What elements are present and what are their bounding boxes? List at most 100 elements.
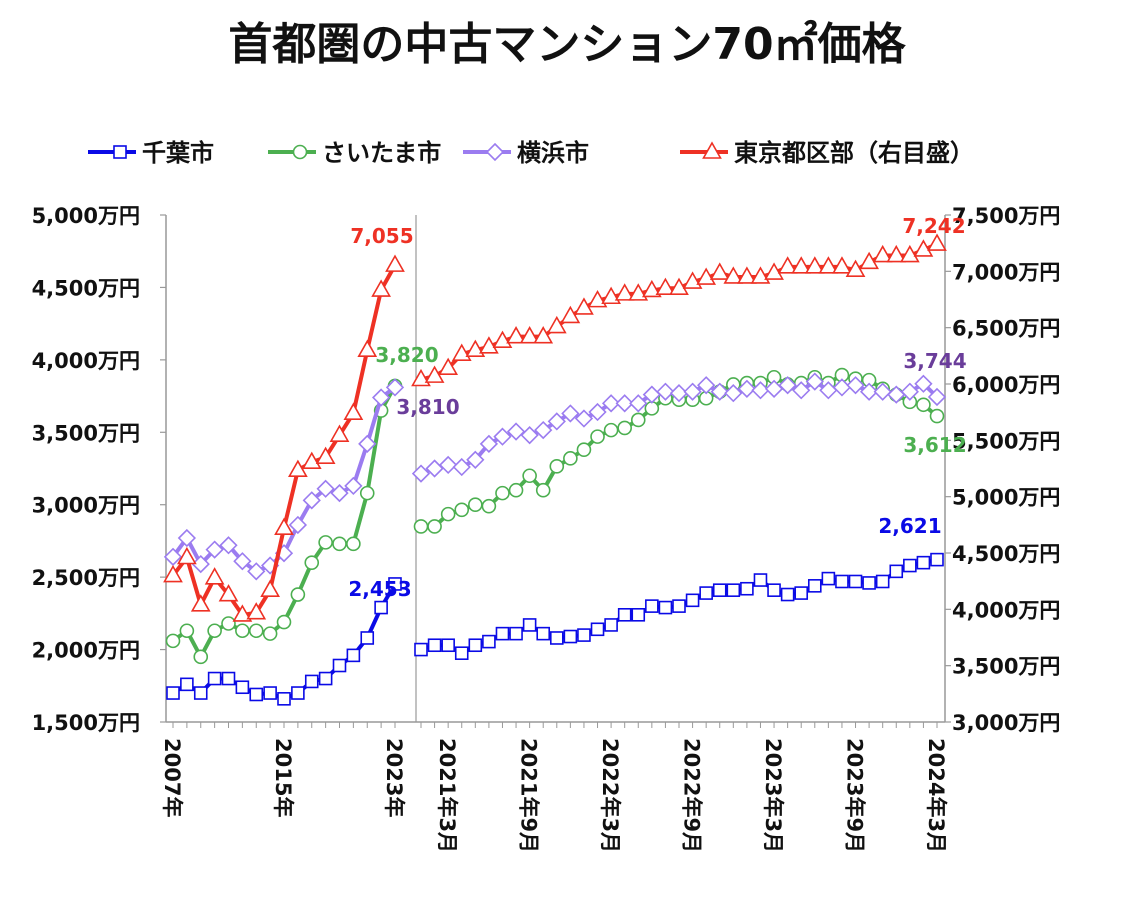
right-tick-label: 6,000万円 <box>952 373 1060 397</box>
series-triangle-point <box>628 283 649 301</box>
series-square-point <box>685 593 700 608</box>
right-tick-label: 5,500万円 <box>952 429 1060 453</box>
series-diamond-point <box>900 382 919 401</box>
series-triangle-point <box>533 326 554 344</box>
left-tick-label: 3,500万円 <box>32 421 140 445</box>
series-diamond-point <box>466 450 485 469</box>
series-diamond-point <box>805 372 824 391</box>
series-square-point <box>645 599 659 613</box>
series-circle-point <box>413 519 429 534</box>
series-square-point <box>454 646 469 660</box>
series-circle-point <box>359 485 375 501</box>
series-square-point <box>604 618 618 632</box>
series-circle-point <box>481 498 497 514</box>
series-diamond-point <box>764 379 784 398</box>
series-diamond-point <box>887 385 906 404</box>
series-square-point <box>318 671 333 686</box>
series-diamond-point <box>601 394 621 413</box>
series-square-point <box>249 687 264 702</box>
right-tick-label: 6,500万円 <box>952 317 1060 341</box>
series-circle-point <box>346 536 361 552</box>
series-square-point <box>536 626 551 641</box>
series-square-point <box>207 671 222 686</box>
series-square-point <box>848 574 863 589</box>
legend-item: 東京都区部（右目盛） <box>680 139 974 167</box>
series-square-point <box>563 629 578 644</box>
series-square-point <box>193 686 208 700</box>
series-diamond-line-annual <box>171 385 397 574</box>
series-triangle-point <box>411 368 431 387</box>
series-diamond-point <box>683 382 702 401</box>
series-diamond-point <box>737 379 757 398</box>
series-triangle-point <box>385 254 405 272</box>
series-triangle-point <box>587 290 608 308</box>
series-circle-point <box>179 623 195 639</box>
series-diamond-point <box>534 420 553 440</box>
series-diamond-point <box>191 554 210 574</box>
series-circle-point <box>508 482 524 498</box>
series-circle-point <box>427 519 442 534</box>
series-triangle-point <box>232 604 253 622</box>
left-tick-label: 4,500万円 <box>32 276 140 300</box>
right-tick-label: 3,500万円 <box>952 655 1060 679</box>
series-circle-point <box>644 401 660 416</box>
series-circle-point <box>304 555 320 570</box>
x-tick-label: 2023年3月 <box>761 738 785 853</box>
legend-label: 横浜市 <box>517 139 589 167</box>
series-square-point <box>235 680 250 695</box>
series-square-point <box>875 574 890 589</box>
series-square-point <box>726 583 741 597</box>
series-triangle-point <box>614 283 635 301</box>
series-diamond-point <box>177 528 197 548</box>
series-triangle-line-monthly <box>420 242 938 382</box>
left-tick-label: 5,000万円 <box>32 204 140 228</box>
series-triangle-point <box>260 579 280 597</box>
legend-label: 千葉市 <box>142 139 214 167</box>
series-square-point <box>577 628 591 642</box>
series-triangle-point <box>371 279 391 297</box>
series-diamond-point <box>724 384 743 403</box>
left-tick-label: 1,500万円 <box>32 711 140 735</box>
right-tick-label: 7,000万円 <box>952 260 1060 284</box>
series-diamond-point <box>656 382 675 401</box>
left-tick-label: 4,000万円 <box>32 349 140 373</box>
series-circle-point <box>576 442 592 457</box>
right-tick-label: 4,000万円 <box>952 598 1060 622</box>
series-triangle-point <box>574 297 594 315</box>
series-triangle-point <box>818 256 839 274</box>
series-triangle-point <box>859 251 879 270</box>
series-square-point <box>807 579 822 593</box>
series-triangle-point <box>832 256 852 274</box>
legend-item: 千葉市 <box>88 139 214 167</box>
series-diamond-point <box>778 376 797 395</box>
series-square-point <box>509 626 523 641</box>
series-diamond-point <box>669 384 689 403</box>
series-triangle-point <box>709 262 730 280</box>
series-square-point <box>699 586 713 600</box>
series-triangle-point <box>601 286 621 305</box>
series-square-point <box>277 692 291 706</box>
series-triangle-point <box>886 244 907 263</box>
series-triangle-point <box>913 239 934 257</box>
series-diamond-point <box>233 552 252 571</box>
series-circle-point <box>207 623 222 639</box>
series-triangle-point <box>301 451 322 469</box>
x-tick-label: 2022年3月 <box>598 738 622 853</box>
series-diamond-point <box>914 374 933 393</box>
series-diamond-point <box>629 394 648 413</box>
series-diamond-point <box>873 382 892 401</box>
series-square-point <box>374 600 388 615</box>
x-tick-label: 2023年9月 <box>843 738 867 853</box>
series-square-point <box>740 581 754 596</box>
series-circle-point <box>522 468 537 484</box>
data-label: 7,055 <box>350 224 413 248</box>
series-triangle-point <box>927 233 947 251</box>
legend-label: 東京都区部（右目盛） <box>734 139 974 167</box>
series-diamond-point <box>371 388 391 407</box>
series-circle-point <box>617 420 632 436</box>
series-diamond-point <box>344 476 363 496</box>
series-triangle-point <box>641 279 662 298</box>
series-triangle-point <box>357 339 378 358</box>
series-diamond-point <box>574 409 594 428</box>
series-circle-point <box>165 633 181 649</box>
